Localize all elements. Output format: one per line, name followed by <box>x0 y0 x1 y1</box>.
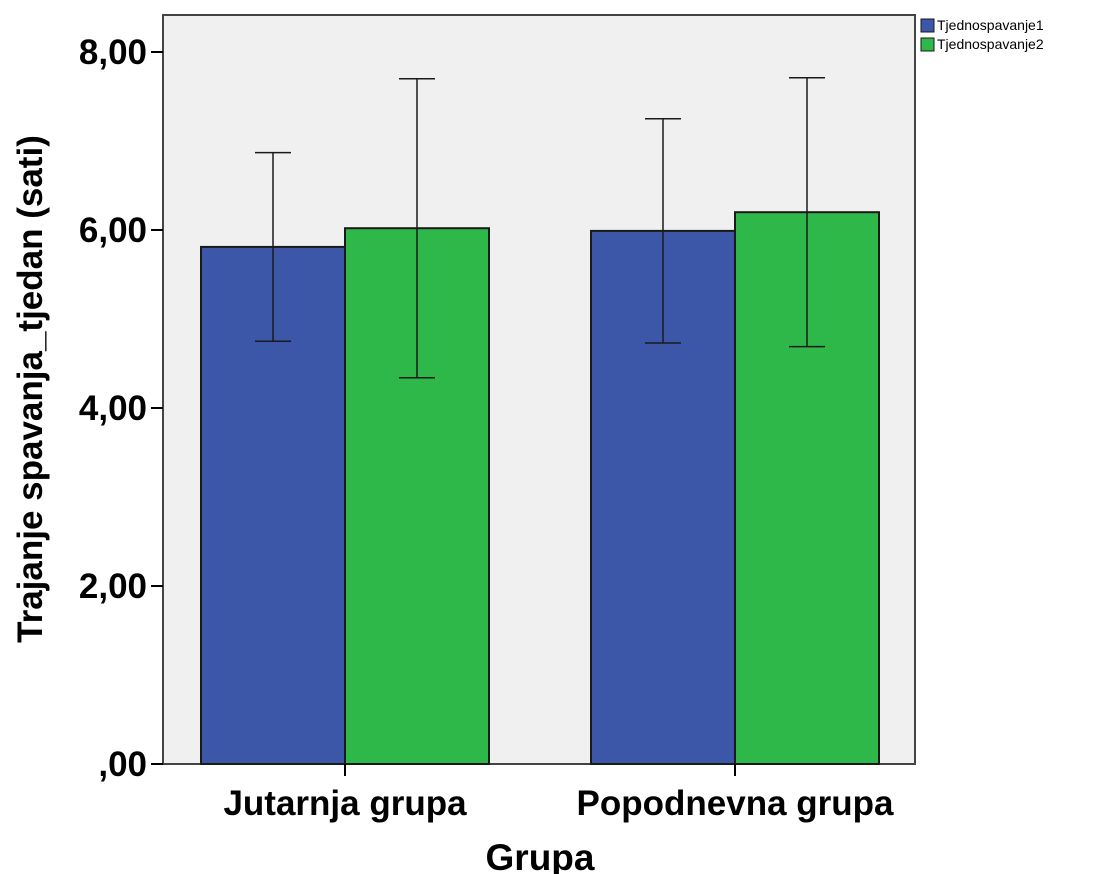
error-bars-group <box>255 77 825 379</box>
y-tick-label: 6,00 <box>79 211 147 250</box>
x-tick-label: Popodnevna grupa <box>577 784 895 823</box>
legend-swatch <box>920 37 935 52</box>
x-tick-label: Jutarnja grupa <box>223 784 467 823</box>
legend-label: Tjednospavanje2 <box>937 36 1044 52</box>
y-tick-label: 2,00 <box>79 567 147 606</box>
y-axis: ,00 2,00 4,00 6,00 8,00 <box>79 33 163 784</box>
y-axis-label: Trajanje spavanja_tjedan (sati) <box>11 135 50 643</box>
legend-swatch <box>920 18 935 33</box>
legend: Tjednospavanje1 Tjednospavanje2 <box>920 17 1044 52</box>
legend-label: Tjednospavanje1 <box>937 17 1044 33</box>
y-tick-label: 4,00 <box>79 389 147 428</box>
x-axis-label: Grupa <box>486 837 595 874</box>
y-tick-label: 8,00 <box>79 33 147 72</box>
y-tick-label: ,00 <box>98 745 147 784</box>
x-axis: Jutarnja grupa Popodnevna grupa <box>223 764 894 823</box>
